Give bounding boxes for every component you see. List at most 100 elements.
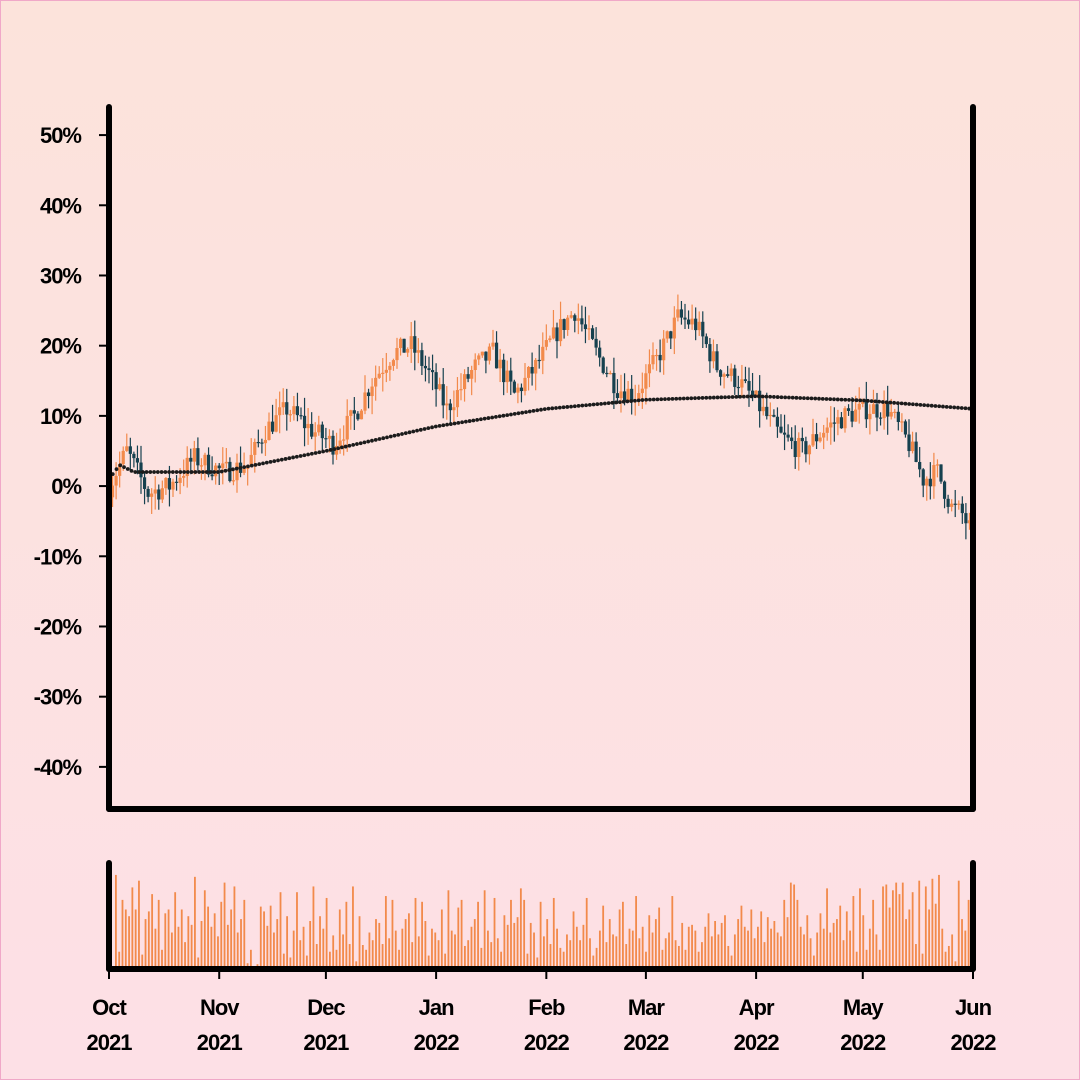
candle-body <box>612 372 616 394</box>
trend-dot <box>723 395 727 400</box>
candle-body <box>281 402 285 408</box>
volume-bar <box>236 932 239 969</box>
candle-body <box>270 421 275 432</box>
volume-bar <box>852 896 855 969</box>
volume-bar <box>348 944 351 969</box>
trend-dot <box>715 395 720 400</box>
volume-bar <box>157 899 160 969</box>
trend-dot <box>749 394 754 399</box>
candle-body <box>736 386 740 389</box>
trend-dot <box>456 420 461 425</box>
candle-body <box>779 426 783 433</box>
volume-bar <box>760 911 763 969</box>
volume-bar <box>579 940 582 969</box>
candle-body <box>811 434 815 446</box>
candle-body <box>128 446 132 454</box>
volume-bar <box>865 949 868 969</box>
volume-bar <box>727 945 730 969</box>
candle-body <box>203 454 207 466</box>
candle-body <box>886 402 890 417</box>
candle-body <box>782 432 787 435</box>
volume-bar <box>500 951 503 969</box>
candle-body <box>438 384 442 390</box>
volume-bar <box>480 947 483 969</box>
volume-bar <box>487 930 489 969</box>
axes-frame <box>106 104 976 972</box>
trend-dot <box>377 437 382 441</box>
volume-bar <box>757 926 759 969</box>
volume-bar <box>184 942 186 969</box>
trend-dot <box>629 399 634 403</box>
volume-bar <box>717 934 720 969</box>
candle-body <box>683 317 687 320</box>
y-axis: 50% 40% 30% 20% 10% 0% -10% -20% -30% -40% <box>34 123 109 780</box>
volume-bar <box>493 897 496 969</box>
candlestick-series <box>107 294 975 542</box>
volume-bar <box>539 901 542 969</box>
volume-bar <box>141 954 144 969</box>
candle-body <box>285 402 289 415</box>
volume-bar <box>954 961 957 969</box>
volume-bar <box>217 936 219 969</box>
volume-bar <box>115 874 117 969</box>
trend-dot <box>602 401 607 406</box>
volume-bar <box>523 899 526 969</box>
x-tick-month: Nov <box>200 995 240 1020</box>
volume-bar <box>697 951 700 969</box>
candle-body <box>310 423 314 437</box>
trend-dot <box>366 439 371 444</box>
volume-bar <box>543 936 545 969</box>
trend-dot <box>340 445 344 450</box>
volume-bar <box>905 919 907 969</box>
candle-body <box>882 402 886 419</box>
volume-bar <box>829 932 832 969</box>
candle-body <box>726 374 730 376</box>
trend-dot <box>163 470 168 474</box>
trend-dot <box>753 394 758 399</box>
candle-body <box>142 477 147 489</box>
trend-dot <box>745 394 750 399</box>
y-tick-label: 30% <box>40 263 81 288</box>
trend-dot <box>561 405 566 410</box>
candle-body <box>278 407 282 416</box>
volume-bar <box>743 926 746 969</box>
trend-dot <box>524 410 528 415</box>
trend-dot <box>907 402 912 406</box>
trend-dot <box>640 398 645 402</box>
candle-body <box>370 386 374 397</box>
volume-bar <box>190 924 193 969</box>
trend-dot <box>448 422 453 426</box>
volume-bar <box>589 938 591 969</box>
x-tick-month: Feb <box>528 995 565 1020</box>
volume-bar <box>437 940 440 969</box>
volume-bar <box>605 942 608 969</box>
volume-bar <box>911 892 914 969</box>
candle-body <box>150 493 154 497</box>
candle-body <box>704 336 708 345</box>
trend-dot <box>309 451 314 456</box>
trend-dot <box>422 427 427 431</box>
candle-body <box>164 478 168 489</box>
trend-dot <box>475 417 480 422</box>
volume-bar <box>938 874 940 969</box>
candle-body <box>118 464 122 476</box>
trend-dot <box>415 428 419 433</box>
volume-bar <box>506 924 509 969</box>
x-tick-year: 2021 <box>303 1030 349 1055</box>
volume-bar <box>964 930 967 969</box>
candle-body <box>569 315 573 318</box>
candle-body <box>295 406 300 416</box>
candle-body <box>832 422 836 424</box>
volume-bar <box>671 896 674 969</box>
trend-dot <box>952 405 957 410</box>
volume-bar <box>625 944 628 969</box>
candle-body <box>541 346 545 361</box>
volume-bar <box>664 938 667 969</box>
trend-dot <box>490 415 495 420</box>
candle-body <box>395 348 399 361</box>
trend-dot <box>888 400 893 405</box>
candle-body <box>939 464 943 482</box>
candle-body <box>388 365 392 370</box>
volume-bar <box>220 901 223 969</box>
